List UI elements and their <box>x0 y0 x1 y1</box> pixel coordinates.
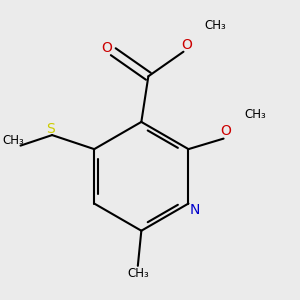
Text: S: S <box>46 122 55 136</box>
Text: CH₃: CH₃ <box>244 107 266 121</box>
Text: O: O <box>101 41 112 55</box>
Text: O: O <box>220 124 231 138</box>
Text: CH₃: CH₃ <box>204 19 226 32</box>
Text: CH₃: CH₃ <box>127 267 149 280</box>
Text: O: O <box>182 38 192 52</box>
Text: N: N <box>190 203 200 217</box>
Text: CH₃: CH₃ <box>3 134 24 147</box>
